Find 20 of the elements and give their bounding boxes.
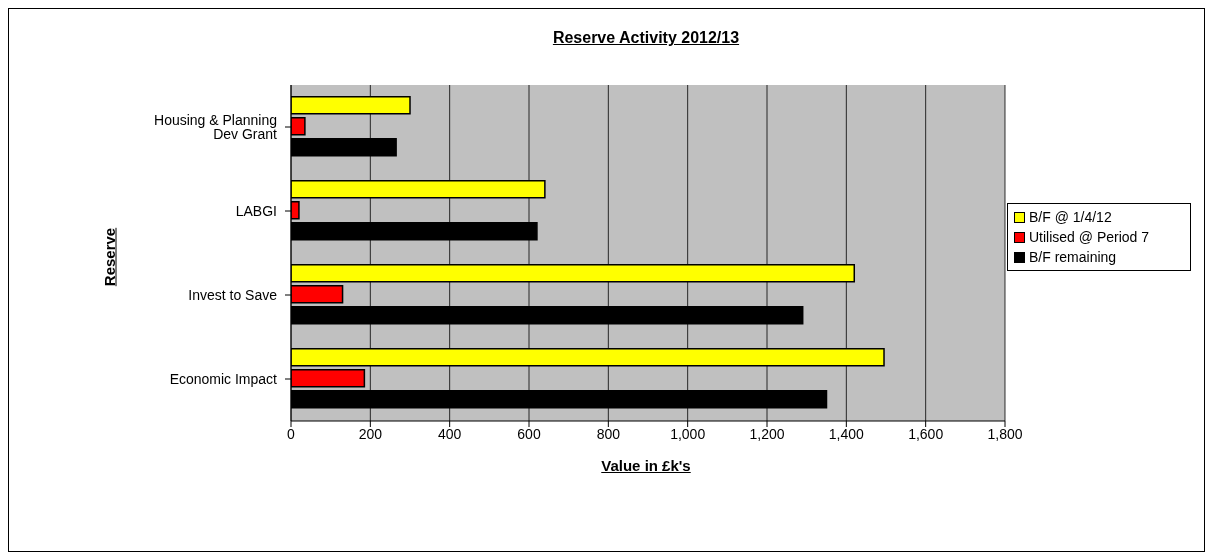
legend-label: Utilised @ Period 7 [1029,228,1150,247]
x-tick-label: 1,000 [670,425,706,442]
x-axis-title: Value in £k's [600,457,692,474]
x-tick-label: 800 [596,425,621,442]
y-tick-label: Economic Impact [169,370,278,387]
chart-title: Reserve Activity 2012/13 [551,29,741,47]
x-tick-label: 1,200 [749,425,785,442]
x-tick-label: 400 [437,425,462,442]
x-tick-label: 1,600 [908,425,944,442]
y-axis-title: Reserve [100,227,118,287]
x-tick-label: 600 [517,425,541,442]
x-tick-label: 0 [287,425,296,442]
x-tick-label: 1,800 [987,425,1023,442]
legend-label: B/F remaining [1029,248,1117,267]
y-tick-label: Housing & Planning Dev Grant [154,111,278,142]
legend-label: B/F @ 1/4/12 [1029,208,1112,227]
x-tick-label: 1,400 [828,425,865,442]
y-tick-label: Invest to Save [188,286,278,303]
x-tick-label: 200 [358,425,383,442]
y-tick-label: LABGI [235,202,277,219]
